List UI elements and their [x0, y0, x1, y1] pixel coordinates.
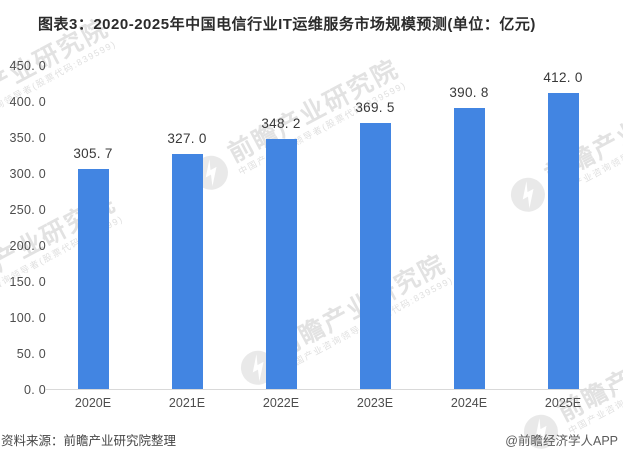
bar-value-label: 348. 2: [261, 115, 301, 131]
y-axis-tick-label: 50. 0: [16, 346, 46, 361]
bar-value-label: 369. 5: [355, 100, 395, 116]
x-axis-tick-label: 2020E: [74, 396, 112, 410]
y-axis-tick-label: 200. 0: [9, 238, 46, 253]
y-axis-tick-label: 0. 0: [23, 382, 46, 397]
bar-value-label: 390. 8: [449, 85, 489, 101]
bar-value-label: 327. 0: [167, 131, 207, 147]
x-axis-line: [46, 389, 618, 390]
x-axis-tick-label: 2022E: [262, 396, 300, 410]
watermark-small-text: 中国产业咨询领导者(股票代码:839599): [0, 38, 119, 137]
bar-2020E: [77, 169, 109, 390]
bar-2025E: [547, 92, 579, 390]
y-axis-tick-label: 450. 0: [9, 58, 46, 73]
source-note: 资料来源：前瞻产业研究院整理: [1, 434, 177, 448]
x-axis-tick-label: 2024E: [450, 396, 488, 410]
x-axis-tick-label: 2023E: [356, 396, 394, 410]
bar-2022E: [265, 138, 297, 390]
chart-title: 图表3：2020-2025年中国电信行业IT运维服务市场规模预测(单位：亿元): [38, 16, 536, 33]
bar-value-label: 305. 7: [73, 146, 113, 162]
brand-note: @前瞻经济学人APP: [505, 434, 618, 448]
y-axis-tick-label: 400. 0: [9, 94, 46, 109]
y-axis-tick-label: 250. 0: [9, 202, 46, 217]
bar-value-label: 412. 0: [543, 69, 583, 85]
qianzhan-logo-icon: [505, 172, 551, 218]
y-axis-tick-label: 350. 0: [9, 130, 46, 145]
bar-2023E: [359, 123, 391, 390]
bar-2024E: [453, 108, 485, 390]
x-axis-tick-label: 2025E: [544, 396, 582, 410]
bar-2021E: [171, 154, 203, 390]
x-axis-tick-label: 2021E: [168, 396, 206, 410]
y-axis-tick-label: 100. 0: [9, 310, 46, 325]
y-axis-tick-label: 300. 0: [9, 166, 46, 181]
y-axis-tick-label: 150. 0: [9, 274, 46, 289]
